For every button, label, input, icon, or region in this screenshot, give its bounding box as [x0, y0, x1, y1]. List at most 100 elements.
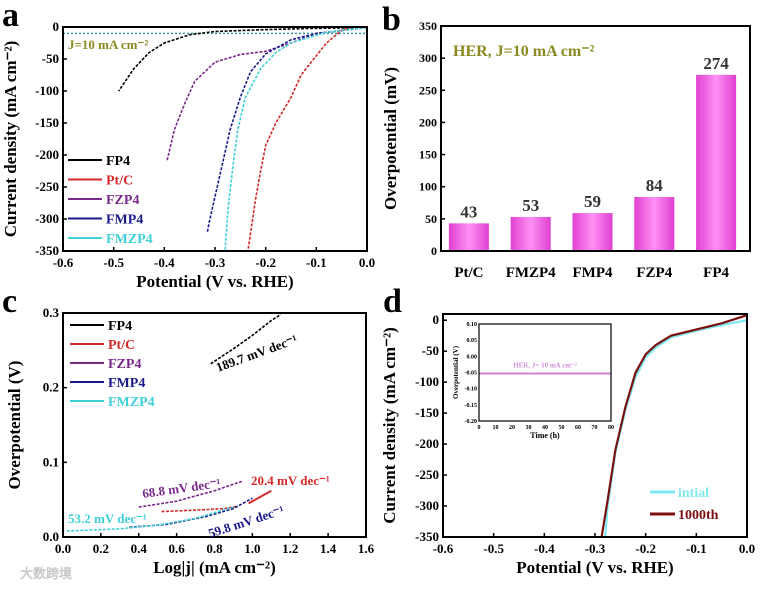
- x-tick-label: 0.4: [131, 541, 148, 556]
- inset-y-axis-label: Overpotential (V): [452, 345, 460, 399]
- y-tick-label: -300: [415, 498, 439, 513]
- legend-label: 1000th: [678, 508, 719, 523]
- y-tick-label: -200: [35, 147, 59, 162]
- y-tick-label: 0.1: [43, 454, 59, 469]
- bar-fmp4: [572, 213, 613, 251]
- tafel-label-fzp4: 68.8 mV dec⁻¹: [141, 475, 221, 501]
- bar-value-label: 274: [703, 54, 729, 73]
- series-line-ptc: [247, 26, 353, 252]
- inset-y-tick-label: 0.00: [467, 354, 478, 360]
- y-tick-label: -50: [422, 343, 439, 358]
- y-tick-label: 150: [419, 148, 437, 162]
- plot-frame: [440, 25, 751, 252]
- inset-x-tick-label: 0: [478, 425, 481, 431]
- x-tick-label: -0.4: [534, 541, 555, 556]
- x-category-label: FZP4: [636, 265, 672, 281]
- x-tick-label: -0.3: [205, 255, 226, 270]
- bar-fzp4: [634, 197, 675, 251]
- y-tick-label: 350: [419, 19, 437, 33]
- x-category-label: FMZP4: [506, 265, 556, 281]
- y-axis-label: Current density (mA cm⁻²): [380, 327, 399, 523]
- panel-d: -0.6 -0.5 -0.4 -0.3 -0.2 -0.1 0.00-50-100-150-…: [380, 283, 755, 577]
- series-line-ptc: [161, 505, 238, 513]
- x-tick-label: -0.5: [103, 255, 124, 270]
- y-tick-label: 0.3: [43, 305, 60, 320]
- legend-label: FP4: [106, 154, 130, 169]
- x-tick-label: -0.5: [483, 541, 504, 556]
- x-tick-label: 0.6: [169, 541, 186, 556]
- legend-label: Pt/C: [106, 174, 133, 189]
- inset-x-tick-label: 20: [509, 425, 515, 431]
- legend-label: FZP4: [106, 193, 139, 208]
- x-tick-label: 1.6: [358, 541, 375, 556]
- y-tick-label: -350: [35, 243, 59, 258]
- x-category-label: FP4: [703, 265, 729, 281]
- x-tick-label: 1.2: [282, 541, 298, 556]
- y-axis-label: Overpotential (mV): [381, 67, 400, 210]
- legend-label: FMP4: [106, 213, 143, 228]
- x-tick-label: -0.4: [154, 255, 175, 270]
- inset-x-tick-label: 60: [575, 425, 581, 431]
- x-tick-label: -0.2: [635, 541, 656, 556]
- y-axis-label: Overpotential (V): [5, 361, 24, 490]
- panel-a: -0.6 -0.5 -0.4 -0.3 -0.2 -0.1 0.0 0 -50 -100 -150 -…: [1, 0, 375, 291]
- y-tick-label: 0: [431, 244, 437, 258]
- tafel-label-ptc: 20.4 mV dec⁻¹: [251, 473, 330, 488]
- x-tick-label: 0.8: [206, 541, 223, 556]
- legend-label: intial: [678, 486, 709, 501]
- y-tick-label: -50: [42, 51, 59, 66]
- x-tick-label: -0.6: [53, 255, 74, 270]
- x-tick-label: 1.4: [320, 541, 337, 556]
- y-tick-label: 0.2: [43, 380, 59, 395]
- x-tick-label: -0.3: [585, 541, 606, 556]
- x-tick-label: 0.0: [359, 255, 375, 270]
- x-tick-label: -0.1: [306, 255, 327, 270]
- y-tick-label: -150: [35, 115, 59, 130]
- legend-label: FZP4: [108, 357, 141, 372]
- inset-annotation: HER, J= 10 mA cm⁻²: [513, 362, 577, 370]
- series-line-fp4: [210, 313, 282, 365]
- y-tick-label: -100: [415, 374, 439, 389]
- series-line-fmzp4: [66, 506, 234, 532]
- inset-x-tick-label: 50: [559, 425, 565, 431]
- y-tick-label: -250: [415, 467, 439, 482]
- panel-c: 0.0 0.2 0.4 0.6 0.8 1.0 1.2 1.4 1.6 0.0 0.1 0.2 0.3 F…: [2, 283, 375, 577]
- series-line-1000th: [600, 314, 748, 538]
- x-category-label: Pt/C: [454, 265, 483, 281]
- y-tick-label: 0: [53, 19, 60, 34]
- x-tick-label: -0.6: [433, 541, 454, 556]
- x-axis-label: Potential (V vs. RHE): [136, 272, 293, 291]
- bar-fp4: [696, 74, 737, 251]
- inset-y-tick-label: 0.10: [467, 322, 478, 328]
- inset-x-tick-label: 10: [493, 425, 499, 431]
- inset-y-tick-label: 0.05: [467, 338, 478, 344]
- series-line-fmzp4: [224, 26, 368, 252]
- x-axis-label: Log|j| (mA cm⁻²): [153, 558, 276, 577]
- legend-label: Pt/C: [108, 338, 135, 353]
- annotation: J=10 mA cm⁻²: [68, 37, 148, 52]
- panel-label: b: [382, 1, 401, 38]
- y-tick-label: 200: [419, 115, 437, 129]
- inset-x-tick-label: 80: [608, 425, 614, 431]
- y-tick-label: -350: [415, 529, 439, 544]
- inset-y-tick-label: -0.05: [465, 371, 478, 377]
- y-tick-label: 250: [419, 83, 437, 97]
- inset-y-tick-label: -0.15: [465, 403, 478, 409]
- y-tick-label: 50: [425, 212, 437, 226]
- plot-frame: [478, 323, 612, 422]
- y-tick-label: 0.0: [43, 529, 59, 544]
- bar-fmzp4: [510, 216, 551, 251]
- y-tick-label: -300: [35, 211, 59, 226]
- legend-label: FP4: [108, 319, 132, 334]
- legend-label: FMP4: [108, 376, 145, 391]
- series-line-fzp4: [166, 26, 368, 162]
- x-tick-label: 1.0: [244, 541, 260, 556]
- inset-x-tick-label: 70: [592, 425, 598, 431]
- panel-label: d: [383, 283, 402, 320]
- panel-label: a: [2, 0, 19, 34]
- y-tick-label: -250: [35, 179, 59, 194]
- x-tick-label: 0.2: [93, 541, 109, 556]
- series-line-fzp4: [138, 480, 244, 508]
- bar-value-label: 53: [522, 196, 539, 215]
